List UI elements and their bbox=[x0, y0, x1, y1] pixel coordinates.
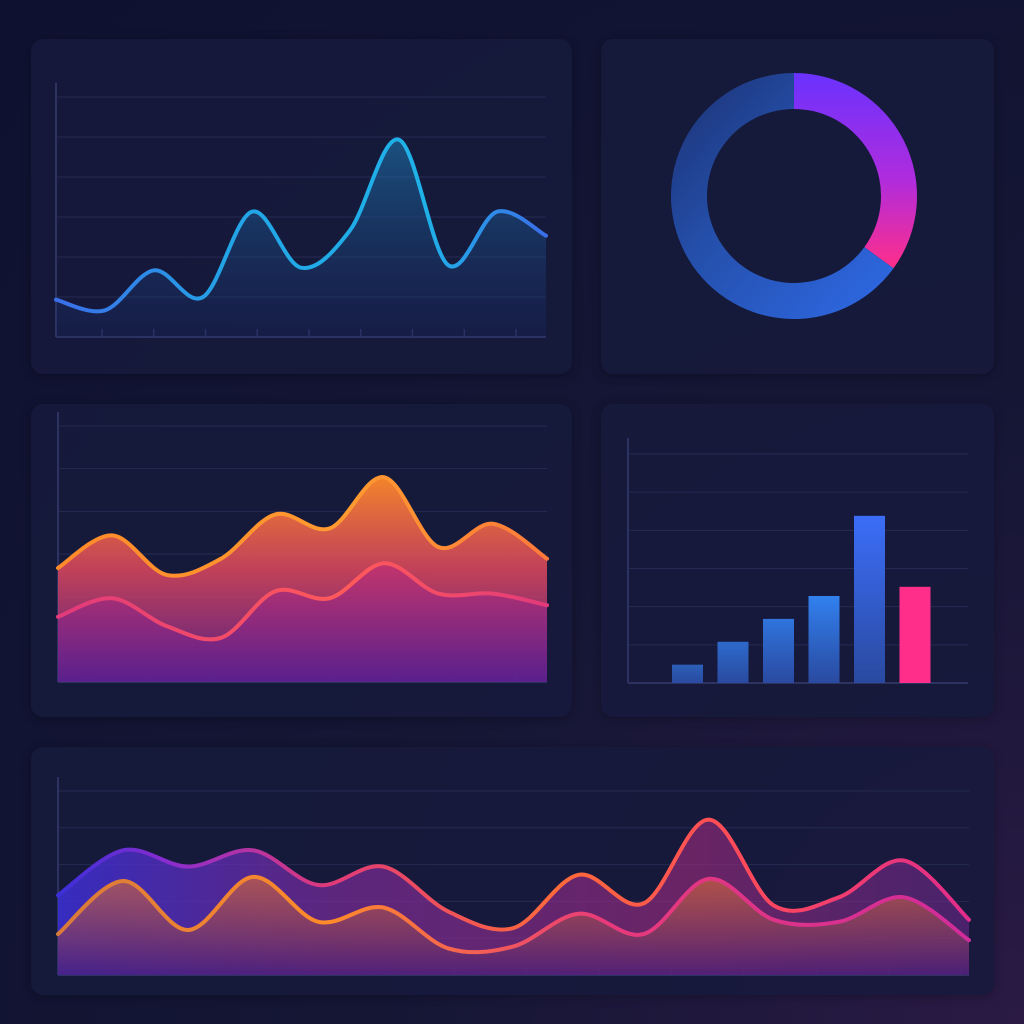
series-line bbox=[56, 561, 549, 642]
donut-chart bbox=[671, 73, 917, 319]
chart-card-donut bbox=[601, 39, 994, 374]
series-line bbox=[56, 874, 971, 955]
area-fill bbox=[56, 139, 546, 337]
chart-card-bars bbox=[601, 404, 994, 717]
bar bbox=[672, 664, 703, 683]
chart-card-wave-orange bbox=[31, 404, 572, 717]
bar bbox=[899, 586, 931, 683]
area-fill bbox=[58, 563, 547, 682]
bar bbox=[763, 618, 794, 683]
chart-card-wave-blue bbox=[31, 39, 572, 374]
area-chart-blue bbox=[54, 83, 548, 338]
bar bbox=[717, 641, 749, 683]
series-line bbox=[56, 817, 971, 932]
bar bbox=[808, 595, 840, 683]
chart-card-wave-wide bbox=[31, 747, 994, 995]
donut-slice bbox=[671, 73, 894, 319]
area-fill bbox=[58, 876, 969, 975]
area-chart-orange bbox=[56, 412, 549, 683]
bar-chart bbox=[627, 438, 968, 684]
bar bbox=[854, 515, 885, 683]
series-line bbox=[54, 137, 548, 314]
series-line bbox=[56, 475, 549, 578]
donut-slice bbox=[794, 73, 917, 269]
area-chart-wide bbox=[56, 777, 971, 976]
